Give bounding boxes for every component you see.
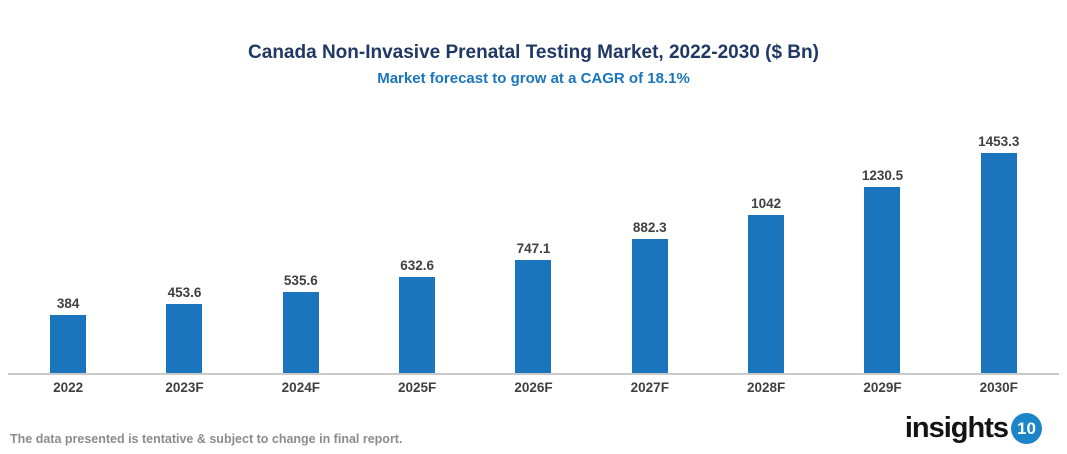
- bar-value-label: 384: [56, 295, 80, 311]
- bar-group: 1042: [708, 196, 824, 373]
- bar-value-label: 1230.5: [861, 167, 904, 183]
- x-axis-tick-label: 2030F: [979, 379, 1018, 395]
- x-axis-tick-label: 2029F: [863, 379, 902, 395]
- x-axis-tick-label: 2028F: [746, 379, 786, 395]
- insights10-logo: insights 10: [905, 413, 1042, 444]
- bar: [50, 314, 87, 373]
- bar: [980, 152, 1017, 373]
- bar-group: 535.6: [243, 273, 359, 373]
- chart-title: Canada Non-Invasive Prenatal Testing Mar…: [248, 42, 819, 63]
- bar-group: 747.1: [475, 241, 591, 373]
- logo-text: insights: [904, 412, 1009, 444]
- bar-group: 882.3: [592, 220, 708, 373]
- bar-value-label: 1042: [751, 196, 782, 212]
- bar: [748, 215, 785, 373]
- bar-value-label: 1453.3: [978, 133, 1020, 149]
- bar-value-label: 882.3: [632, 220, 667, 236]
- bar: [515, 259, 552, 373]
- bar-group: 632.6: [359, 258, 475, 373]
- x-axis-labels: 2022 2023F 2024F 2025F 2026F 2027F 2028F 2029F 2…: [0, 380, 1067, 395]
- bar: [399, 277, 436, 373]
- bar: [166, 304, 203, 373]
- x-axis-tick-label: 2023F: [165, 379, 204, 395]
- bar-plot-area: 384 453.6 535.6 632.6 747.1 882.3 1042 1230.5 14…: [0, 88, 1067, 373]
- x-axis-tick-label: 2022: [53, 379, 84, 395]
- logo-badge-10: 10: [1011, 413, 1042, 444]
- bar-value-label: 632.6: [400, 258, 435, 273]
- bar-group: 384: [10, 296, 126, 373]
- chart-subtitle: Market forecast to grow at a CAGR of 18.…: [377, 69, 690, 87]
- bar-value-label: 747.1: [516, 240, 551, 256]
- x-axis-tick-label: 2025F: [398, 379, 437, 395]
- bar: [631, 239, 668, 373]
- x-axis-tick-label: 2026F: [514, 379, 553, 395]
- disclaimer-text: The data presented is tentative & subjec…: [10, 432, 403, 446]
- bar-value-label: 453.6: [167, 285, 202, 301]
- x-axis-tick-label: 2027F: [630, 379, 669, 395]
- bar-group: 1230.5: [824, 168, 940, 373]
- bar-group: 1453.3: [941, 134, 1057, 373]
- bar: [282, 291, 319, 373]
- x-axis-line: [8, 372, 1059, 375]
- bar: [864, 186, 901, 373]
- bar-value-label: 535.6: [283, 272, 318, 288]
- bar-group: 453.6: [126, 285, 242, 373]
- x-axis-tick-label: 2024F: [281, 379, 320, 395]
